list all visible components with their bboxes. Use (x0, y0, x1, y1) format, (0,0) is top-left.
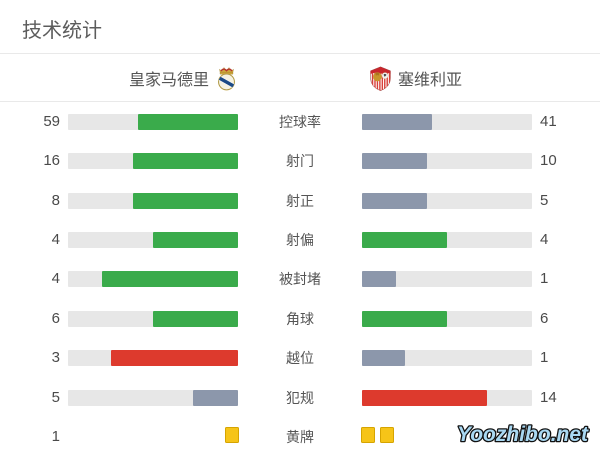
svg-text:Yoozhibo.net: Yoozhibo.net (457, 423, 589, 446)
